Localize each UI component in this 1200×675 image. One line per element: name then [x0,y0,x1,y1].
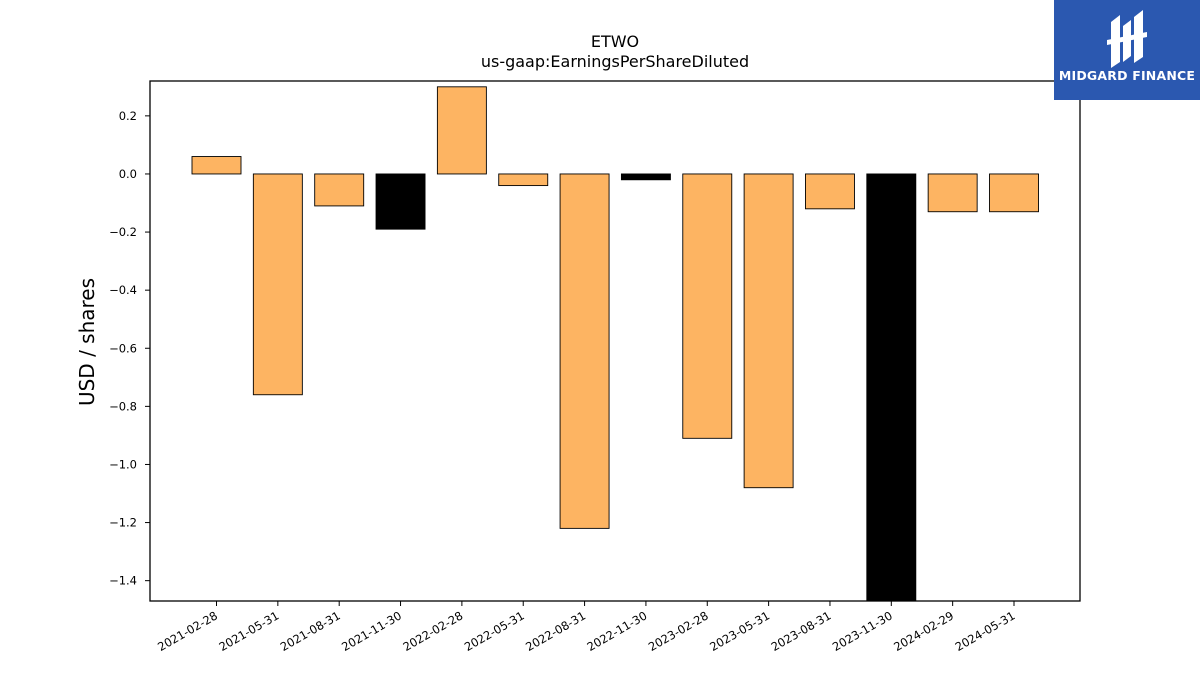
bar-2021-05-31 [252,173,303,396]
bar-2022-08-31 [559,173,610,529]
y-tick-label: −1.2 [109,516,137,530]
x-tick-label: 2023-11-30 [830,608,895,654]
bar-2024-05-31 [989,173,1039,213]
y-axis: 0.2 0.0 −0.2 −0.4 −0.6 −0.8 −1.0 −1.2 −1.4 [109,109,150,588]
plot-area-frame [149,80,1081,602]
y-tick-label: 0.0 [119,167,137,181]
x-axis: 2021-02-282021-05-312021-08-312021-11-30… [155,601,1018,654]
x-tick-label: 2023-08-31 [769,608,834,654]
bar-2021-02-28 [191,156,242,175]
bar-2023-11-30 [866,173,917,602]
bar-2022-11-30 [620,173,671,181]
chart-subtitle: us-gaap:EarningsPerShareDiluted [480,52,750,71]
bars-group [191,86,1039,602]
x-tick-label: 2022-05-31 [462,608,527,654]
logo-text: MIDGARD FINANCE [1058,68,1196,83]
x-tick-label: 2023-05-31 [707,608,772,654]
x-tick-label: 2021-08-31 [278,608,343,654]
logo-mark-icon [1107,10,1147,68]
bar-2021-11-30 [375,173,426,230]
x-tick-label: 2022-02-28 [400,608,465,654]
bar-2023-02-28 [682,173,733,439]
x-tick-label: 2024-05-31 [953,608,1018,654]
x-tick-label: 2021-02-28 [155,608,220,654]
y-tick-label: −0.2 [109,225,137,239]
y-tick-label: −1.4 [109,574,137,588]
bar-2023-08-31 [805,173,855,210]
y-tick-label: −1.0 [109,457,137,471]
bar-2022-05-31 [498,173,549,187]
x-tick-label: 2024-02-29 [891,608,956,654]
midgard-finance-logo: MIDGARD FINANCE [1054,0,1200,100]
x-tick-label: 2022-08-31 [523,608,588,654]
bar-2023-05-31 [743,173,794,489]
y-tick-label: −0.4 [109,283,137,297]
y-tick-label: −0.6 [109,341,137,355]
bar-2021-08-31 [314,173,365,207]
x-tick-label: 2021-11-30 [339,608,404,654]
y-tick-label: 0.2 [119,109,137,123]
chart-title: ETWO [590,32,640,51]
x-tick-label: 2023-02-28 [646,608,711,654]
bar-2024-02-29 [927,173,978,213]
bar-2022-02-28 [436,86,487,175]
y-tick-label: −0.8 [109,399,137,413]
x-tick-label: 2021-05-31 [216,608,281,654]
x-tick-label: 2022-11-30 [585,608,650,654]
